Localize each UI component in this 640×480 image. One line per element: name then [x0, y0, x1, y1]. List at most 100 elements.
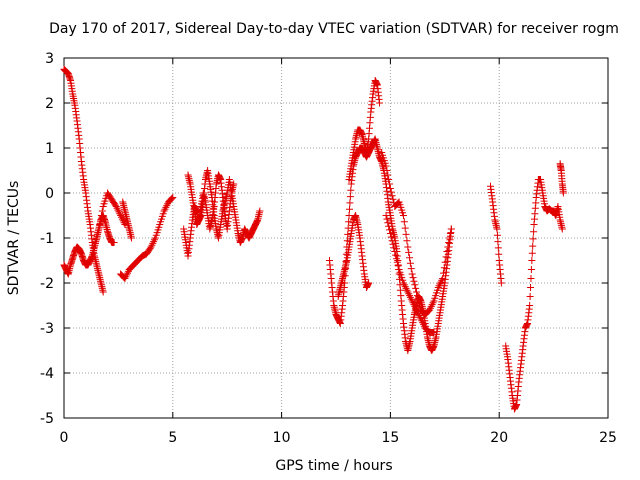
data-point: [414, 295, 422, 303]
y-tick-label: 2: [45, 96, 54, 112]
x-tick-label: 15: [381, 430, 399, 446]
data-point: [412, 284, 420, 292]
data-point: [559, 189, 567, 197]
data-point: [99, 288, 107, 296]
data-point: [387, 233, 395, 241]
data-point: [412, 304, 420, 312]
data-point: [442, 253, 450, 261]
gridlines: [64, 58, 608, 418]
data-point: [408, 270, 416, 278]
data-point: [383, 215, 391, 223]
data-point: [345, 205, 353, 213]
data-point: [163, 202, 171, 210]
data-point: [409, 274, 417, 282]
data-point: [391, 248, 399, 255]
data-point: [444, 243, 452, 251]
data-point: [151, 236, 159, 244]
data-point: [529, 235, 537, 243]
data-point: [403, 286, 411, 294]
data-point: [407, 265, 415, 273]
data-point: [526, 302, 534, 309]
data-point: [90, 243, 98, 251]
data-point: [122, 273, 130, 281]
data-point: [169, 194, 177, 201]
data-point: [406, 254, 414, 262]
data-point: [123, 271, 131, 279]
data-point: [393, 258, 401, 266]
data-point: [160, 207, 168, 215]
data-point: [410, 277, 418, 285]
data-point: [430, 329, 438, 336]
data-point: [405, 248, 413, 256]
data-point: [94, 229, 102, 237]
data-point: [110, 239, 118, 246]
data-point: [400, 218, 408, 226]
data-point: [168, 194, 176, 202]
data-point: [116, 210, 124, 218]
data-point: [440, 264, 448, 272]
data-point: [439, 269, 447, 277]
data-point: [388, 237, 396, 245]
data-point: [528, 257, 536, 264]
data-point: [161, 205, 169, 213]
data-point: [414, 310, 422, 318]
data-point: [162, 203, 170, 211]
data-point: [406, 259, 414, 267]
x-tick-label: 20: [490, 430, 508, 446]
data-point: [401, 283, 409, 291]
data-point: [527, 275, 535, 282]
data-point: [415, 311, 423, 319]
data-point: [405, 290, 413, 298]
y-tick-label: -4: [40, 366, 54, 382]
data-point: [347, 186, 355, 194]
data-point: [413, 308, 421, 316]
data-point: [399, 279, 407, 287]
data-point: [113, 204, 121, 212]
data-point: [495, 250, 503, 258]
data-point: [386, 185, 394, 192]
data-point: [365, 279, 373, 287]
data-point: [409, 299, 417, 307]
data-point: [429, 299, 437, 307]
data-point: [400, 281, 408, 289]
data-point: [447, 225, 455, 233]
data-point: [413, 288, 421, 296]
data-point: [121, 275, 129, 282]
data-point: [117, 212, 125, 219]
data-point: [344, 230, 352, 238]
data-point: [399, 212, 407, 219]
y-tick-label: -1: [40, 231, 54, 247]
data-point: [118, 215, 126, 223]
data-point: [346, 199, 354, 207]
data-point: [493, 225, 501, 233]
data-point: [114, 206, 122, 214]
y-tick-label: -2: [40, 276, 54, 292]
data-point: [446, 234, 454, 242]
data-point: [112, 203, 120, 210]
data-point: [97, 216, 105, 224]
data-point: [497, 279, 505, 287]
data-point: [419, 320, 427, 328]
x-tick-label: 25: [599, 430, 617, 446]
data-point: [436, 280, 444, 288]
data-point: [386, 226, 394, 234]
data-point: [385, 176, 393, 183]
data-point: [526, 293, 534, 300]
data-point: [401, 224, 409, 232]
data-point: [413, 292, 421, 300]
data-point: [93, 232, 101, 240]
data-point: [529, 242, 537, 250]
data-point: [418, 317, 426, 325]
data-point: [415, 299, 423, 307]
data-point: [387, 188, 395, 196]
data-point: [376, 99, 384, 107]
data-point: [386, 230, 394, 237]
data-point: [149, 239, 157, 247]
y-tick-label: -5: [40, 411, 54, 427]
data-point: [389, 195, 397, 203]
data-point: [382, 162, 390, 170]
data-point: [428, 301, 436, 309]
data-point: [407, 295, 415, 303]
data-point: [404, 243, 412, 251]
data-point: [435, 282, 443, 290]
